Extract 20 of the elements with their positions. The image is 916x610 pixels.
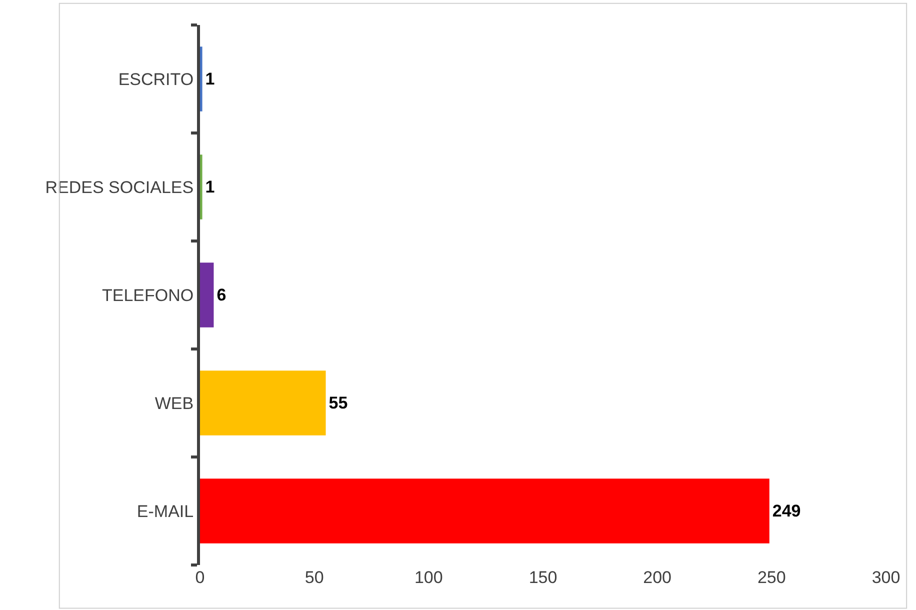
y-tick-label: ESCRITO (118, 70, 194, 89)
y-tick-label: REDES SOCIALES (45, 178, 194, 197)
data-label: 6 (216, 286, 226, 304)
x-tick-label: 150 (528, 568, 558, 587)
bar (200, 478, 770, 544)
bar (200, 370, 326, 436)
x-tick-label: 250 (757, 568, 786, 587)
x-tick-label: 100 (414, 568, 443, 587)
x-tick-label: 50 (304, 568, 324, 587)
data-label: 1 (205, 178, 215, 196)
x-tick-label: 300 (872, 568, 900, 587)
y-tick-label: E-MAIL (136, 502, 194, 521)
data-label: 1 (205, 70, 215, 88)
x-tick-label: 0 (195, 568, 205, 587)
data-label: 249 (772, 502, 801, 520)
bar (200, 262, 214, 328)
y-tick-label: WEB (154, 394, 194, 413)
x-tick-label: 200 (643, 568, 672, 587)
data-label: 55 (328, 394, 348, 412)
y-tick-label: TELEFONO (102, 286, 194, 305)
